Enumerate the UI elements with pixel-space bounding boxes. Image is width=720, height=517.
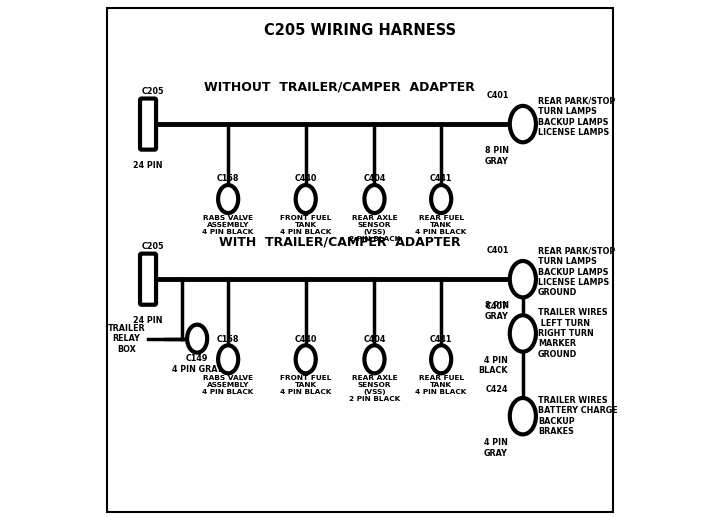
Ellipse shape (510, 261, 536, 297)
Text: REAR FUEL
TANK
4 PIN BLACK: REAR FUEL TANK 4 PIN BLACK (415, 215, 467, 235)
Text: C440: C440 (294, 175, 317, 184)
Text: REAR FUEL
TANK
4 PIN BLACK: REAR FUEL TANK 4 PIN BLACK (415, 375, 467, 395)
Text: TRAILER
RELAY
BOX: TRAILER RELAY BOX (108, 324, 145, 354)
Ellipse shape (187, 325, 207, 353)
Ellipse shape (296, 185, 316, 213)
Text: C401: C401 (487, 92, 509, 100)
Text: TRAILER WIRES
BATTERY CHARGE
BACKUP
BRAKES: TRAILER WIRES BATTERY CHARGE BACKUP BRAK… (538, 396, 618, 436)
Text: 24 PIN: 24 PIN (133, 316, 163, 325)
Text: REAR PARK/STOP
TURN LAMPS
BACKUP LAMPS
LICENSE LAMPS
GROUND: REAR PARK/STOP TURN LAMPS BACKUP LAMPS L… (538, 247, 615, 297)
Text: RABS VALVE
ASSEMBLY
4 PIN BLACK: RABS VALVE ASSEMBLY 4 PIN BLACK (202, 375, 254, 395)
Text: C205: C205 (142, 242, 164, 251)
Text: 24 PIN: 24 PIN (133, 161, 163, 170)
Text: FRONT FUEL
TANK
4 PIN BLACK: FRONT FUEL TANK 4 PIN BLACK (280, 375, 331, 395)
Ellipse shape (364, 345, 384, 373)
Ellipse shape (364, 185, 384, 213)
Text: C440: C440 (294, 335, 317, 344)
Ellipse shape (218, 345, 238, 373)
Text: C205 WIRING HARNESS: C205 WIRING HARNESS (264, 23, 456, 38)
Text: C407: C407 (485, 302, 508, 311)
Text: C158: C158 (217, 175, 240, 184)
Ellipse shape (431, 345, 451, 373)
Ellipse shape (510, 398, 536, 434)
Ellipse shape (218, 185, 238, 213)
Ellipse shape (510, 315, 536, 352)
Text: C158: C158 (217, 335, 240, 344)
Text: REAR PARK/STOP
TURN LAMPS
BACKUP LAMPS
LICENSE LAMPS: REAR PARK/STOP TURN LAMPS BACKUP LAMPS L… (538, 97, 615, 137)
Text: C149
4 PIN GRAY: C149 4 PIN GRAY (172, 354, 222, 374)
Text: C205: C205 (142, 87, 164, 96)
Text: REAR AXLE
SENSOR
(VSS)
2 PIN BLACK: REAR AXLE SENSOR (VSS) 2 PIN BLACK (349, 375, 400, 402)
Text: 4 PIN
GRAY: 4 PIN GRAY (484, 438, 508, 458)
Text: 8 PIN
GRAY: 8 PIN GRAY (485, 301, 509, 321)
Text: REAR AXLE
SENSOR
(VSS)
2 PIN BLACK: REAR AXLE SENSOR (VSS) 2 PIN BLACK (349, 215, 400, 241)
Text: 8 PIN
GRAY: 8 PIN GRAY (485, 146, 509, 165)
Ellipse shape (431, 185, 451, 213)
Text: C401: C401 (487, 247, 509, 255)
Text: TRAILER WIRES
 LEFT TURN
RIGHT TURN
MARKER
GROUND: TRAILER WIRES LEFT TURN RIGHT TURN MARKE… (538, 308, 608, 359)
Text: C424: C424 (485, 385, 508, 394)
Ellipse shape (510, 106, 536, 142)
Text: C404: C404 (364, 175, 386, 184)
Text: RABS VALVE
ASSEMBLY
4 PIN BLACK: RABS VALVE ASSEMBLY 4 PIN BLACK (202, 215, 254, 235)
Text: C404: C404 (364, 335, 386, 344)
Ellipse shape (296, 345, 316, 373)
Text: 4 PIN
BLACK: 4 PIN BLACK (478, 356, 508, 375)
Text: WITHOUT  TRAILER/CAMPER  ADAPTER: WITHOUT TRAILER/CAMPER ADAPTER (204, 80, 474, 93)
Text: C441: C441 (430, 175, 452, 184)
FancyBboxPatch shape (140, 99, 156, 149)
Text: C441: C441 (430, 335, 452, 344)
FancyBboxPatch shape (140, 254, 156, 305)
Text: FRONT FUEL
TANK
4 PIN BLACK: FRONT FUEL TANK 4 PIN BLACK (280, 215, 331, 235)
Text: WITH  TRAILER/CAMPER  ADAPTER: WITH TRAILER/CAMPER ADAPTER (218, 235, 460, 248)
